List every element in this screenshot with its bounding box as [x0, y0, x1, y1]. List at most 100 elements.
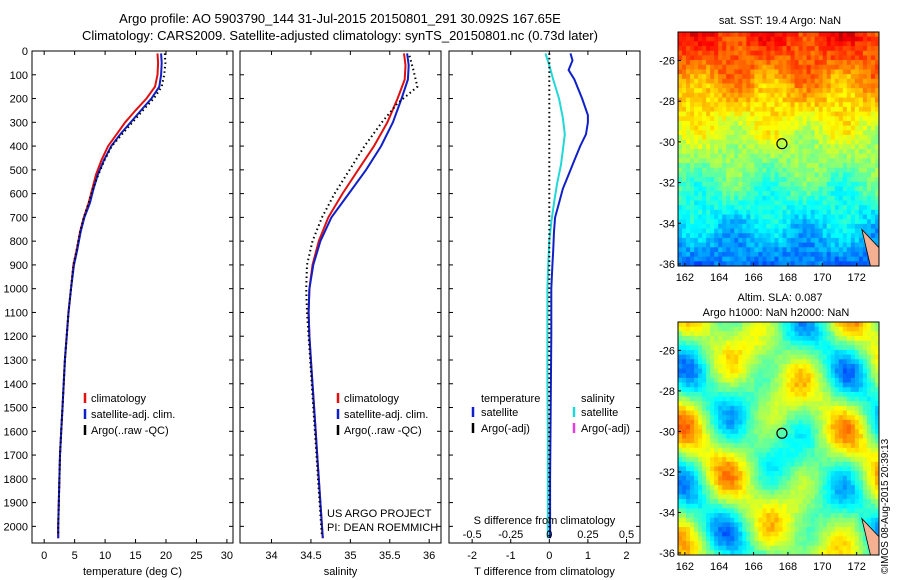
temperature-xtick-label: 20: [160, 550, 172, 562]
sst-map-xtick-label: 170: [813, 272, 831, 284]
imos-credit: ©IMOS 08-Aug-2015 20:39:13: [880, 438, 891, 574]
depth-tick-label: 900: [10, 260, 28, 272]
diff-s-tick-label: 0: [546, 529, 552, 541]
depth-tick-label: 1500: [4, 403, 28, 415]
diff-s-xlabel: S difference from climatology: [474, 515, 616, 527]
depth-tick-label: 700: [10, 212, 28, 224]
sla-map-ytick-label: -26: [659, 345, 675, 357]
project-annotation: US ARGO PROJECT: [327, 508, 432, 520]
salinity-xtick-label: 34.5: [300, 550, 321, 562]
sla-map-xtick-label: 164: [710, 561, 728, 573]
sst-map-frame: [677, 31, 880, 267]
depth-tick-label: 2000: [4, 521, 28, 533]
sst-map-xtick-label: 166: [744, 272, 762, 284]
difference-xtick-label: 0: [546, 550, 552, 562]
depth-tick-label: 600: [10, 189, 28, 201]
depth-tick-label: 1100: [4, 307, 28, 319]
diff-s-tick-label: -0.25: [498, 529, 523, 541]
sla-map-title: Altim. SLA: 0.087: [738, 292, 823, 304]
temperature-xlabel: temperature (deg C): [83, 566, 182, 578]
depth-tick-label: 1200: [4, 331, 28, 343]
temperature-xtick-label: 0: [41, 550, 47, 562]
sla-map-ytick-label: -32: [659, 467, 675, 479]
sla-map-xtick-label: 168: [779, 561, 797, 573]
sla-map-argo-marker: [776, 427, 788, 439]
sla-map-subtitle: Argo h1000: NaN h2000: NaN: [703, 307, 850, 319]
salinity-legend-label: Argo(..raw -QC): [344, 425, 422, 437]
temperature-legend-label: climatology: [91, 393, 147, 405]
difference-plot-frame: [448, 50, 641, 544]
diff-legend-temperature-title: temperature: [481, 393, 540, 405]
diff-legend-label: satellite: [481, 407, 518, 419]
depth-tick-label: 1600: [4, 426, 28, 438]
sst-map: [678, 32, 880, 267]
diff-s-tick-label: 0.25: [577, 529, 598, 541]
diff-legend-label: Argo(-adj): [581, 423, 630, 435]
temperature-xtick-label: 25: [190, 550, 202, 562]
salinity-series-satellite-adj-clim-: [307, 53, 410, 539]
temperature-xtick-label: 30: [221, 550, 233, 562]
sst-map-argo-marker: [776, 138, 788, 150]
depth-tick-label: 1800: [4, 474, 28, 486]
salinity-xtick-label: 35.5: [379, 550, 400, 562]
diff-s-tick-label: -0.5: [463, 529, 482, 541]
temperature-xtick-label: 10: [99, 550, 111, 562]
depth-tick-label: 1000: [4, 284, 28, 296]
sla-map-xtick-label: 172: [847, 561, 865, 573]
sla-map: [678, 322, 880, 556]
salinity-xtick-label: 36: [423, 550, 435, 562]
temperature-xtick-label: 5: [72, 550, 78, 562]
difference-xlabel: T difference from climatology: [474, 566, 615, 578]
depth-tick-label: 500: [10, 165, 28, 177]
sst-map-xtick-label: 172: [847, 272, 865, 284]
sst-map-ytick-label: -28: [659, 96, 675, 108]
sla-map-xtick-label: 162: [676, 561, 694, 573]
depth-tick-label: 400: [10, 141, 28, 153]
temperature-legend-label: Argo(..raw -QC): [91, 425, 169, 437]
difference-xtick-label: -1: [506, 550, 516, 562]
depth-tick-label: 0: [22, 46, 28, 58]
temperature-xtick-label: 15: [129, 550, 141, 562]
sst-map-ytick-label: -30: [659, 137, 675, 149]
sla-map-ytick-label: -34: [659, 507, 675, 519]
salinity-legend-label: satellite-adj. clim.: [344, 409, 428, 421]
sla-map-frame: [677, 321, 880, 556]
sst-map-xtick-label: 162: [676, 272, 694, 284]
diff-legend-label: Argo(-adj): [481, 423, 530, 435]
temperature-series-argo-raw-qc-: [57, 53, 167, 536]
diff-legend-salinity-title: salinity: [581, 393, 615, 405]
salinity-legend-label: climatology: [344, 393, 400, 405]
temperature-legend-label: satellite-adj. clim.: [91, 409, 175, 421]
diff-s-tick-label: 0.5: [619, 529, 634, 541]
depth-tick-label: 300: [10, 117, 28, 129]
depth-tick-label: 1400: [4, 379, 28, 391]
sst-map-ytick-label: -36: [659, 259, 675, 271]
sla-map-xtick-label: 170: [813, 561, 831, 573]
depth-tick-label: 1900: [4, 498, 28, 510]
difference-xtick-label: 2: [623, 550, 629, 562]
depth-tick-label: 1300: [4, 355, 28, 367]
sst-map-xtick-label: 168: [779, 272, 797, 284]
sla-map-ytick-label: -30: [659, 426, 675, 438]
sst-map-xtick-label: 164: [710, 272, 728, 284]
figure-title-line2: Climatology: CARS2009. Satellite-adjuste…: [82, 28, 598, 43]
salinity-xtick-label: 35: [344, 550, 356, 562]
sla-map-ytick-label: -28: [659, 386, 675, 398]
difference-series-temperature-satellite: [549, 53, 589, 539]
depth-tick-label: 100: [10, 70, 28, 82]
depth-tick-label: 1700: [4, 450, 28, 462]
sst-map-ytick-label: -32: [659, 178, 675, 190]
diff-legend-label: satellite: [581, 407, 618, 419]
difference-xtick-label: -2: [467, 550, 477, 562]
temperature-plot-frame: [31, 50, 234, 544]
sla-map-xtick-label: 166: [744, 561, 762, 573]
sst-map-title: sat. SST: 19.4 Argo: NaN: [719, 15, 841, 27]
figure-title-line1: Argo profile: AO 5903790_144 31-Jul-2015…: [119, 11, 561, 26]
salinity-xlabel: salinity: [324, 566, 358, 578]
salinity-plot-frame: [239, 50, 442, 544]
difference-series-salinity-satellite: [544, 53, 566, 539]
sst-map-ytick-label: -34: [659, 218, 675, 230]
salinity-xtick-label: 34: [265, 550, 277, 562]
sst-map-ytick-label: -26: [659, 55, 675, 67]
